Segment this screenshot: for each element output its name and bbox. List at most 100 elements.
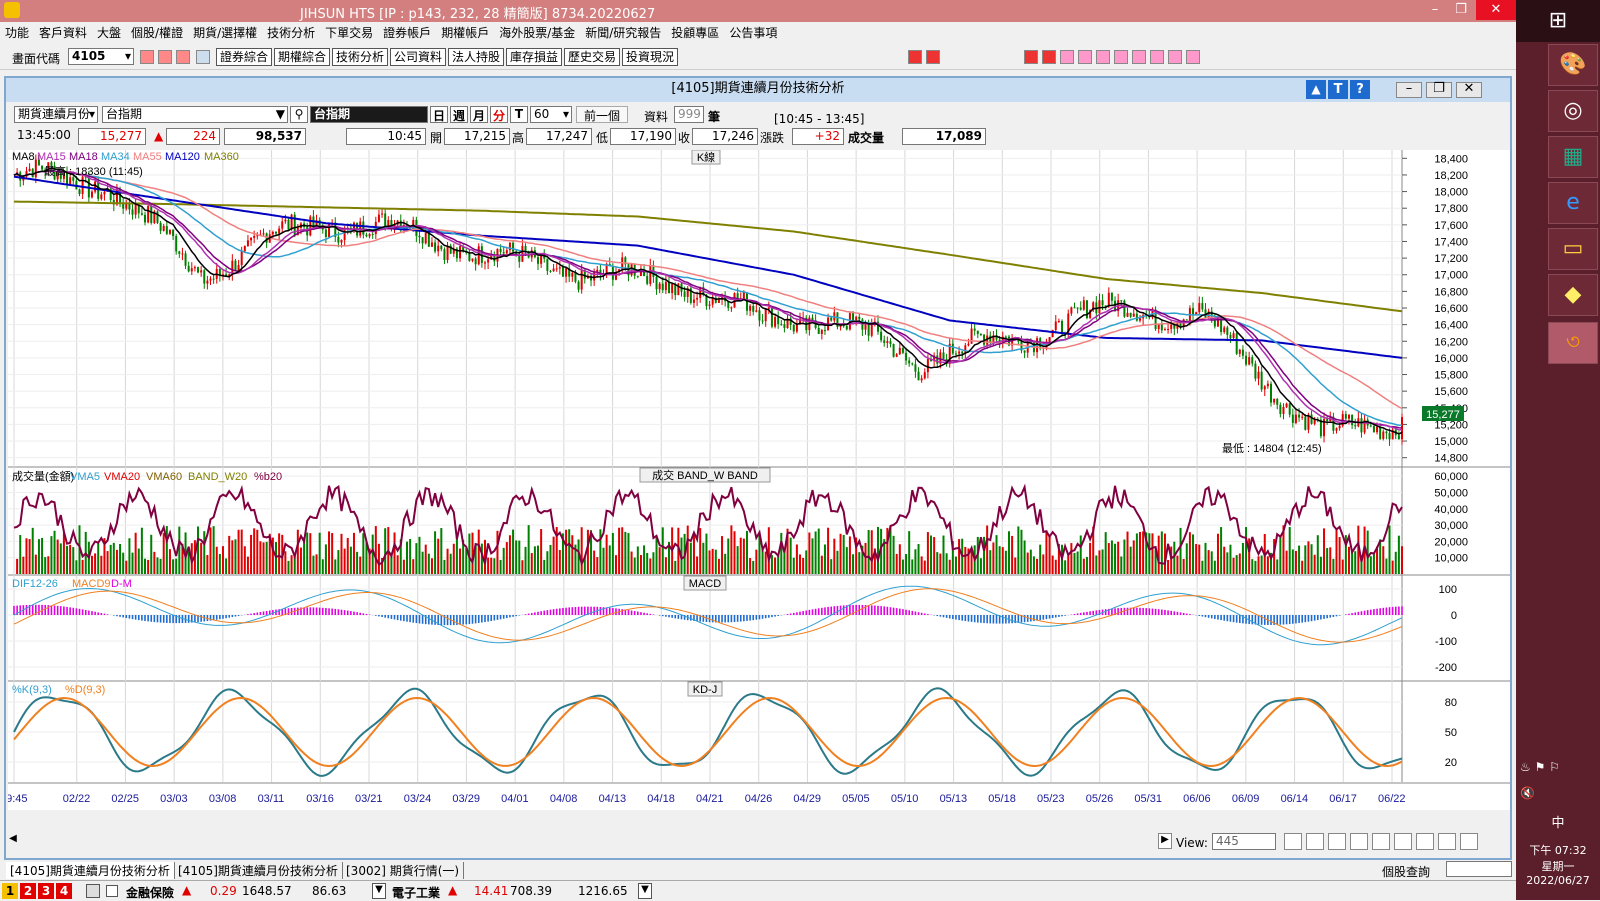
menu-item-7[interactable]: 證券帳戶	[378, 22, 436, 43]
refresh-icon[interactable]	[1350, 833, 1368, 850]
technical-chart[interactable]: 09:4502/2202/2503/0303/0803/1103/1603/21…	[8, 150, 1510, 810]
menu-item-3[interactable]: 個股/權證	[126, 22, 188, 43]
ie-icon[interactable]: e	[1548, 182, 1598, 224]
menu-item-9[interactable]: 海外股票/基金	[494, 22, 580, 43]
settings-icon[interactable]	[1460, 833, 1478, 850]
next-arrow-icon[interactable]	[926, 50, 940, 64]
draw-tool-icon[interactable]	[1060, 50, 1074, 64]
macd-hist-bar	[116, 615, 118, 616]
dropdown-icon[interactable]	[196, 50, 210, 64]
tab-2[interactable]: [3002] 期貨行情(一)	[342, 862, 464, 879]
menu-item-8[interactable]: 期權帳戶	[436, 22, 494, 43]
quick-slot-3[interactable]: 4	[56, 883, 72, 899]
ime-indicator[interactable]: 中	[1516, 812, 1600, 831]
chrome-icon[interactable]: ◎	[1548, 90, 1598, 132]
tab-1[interactable]: [4105]期貨連續月份技術分析	[174, 862, 343, 879]
paint-icon[interactable]: 🎨	[1548, 44, 1598, 86]
notes-icon[interactable]: ◆	[1548, 274, 1598, 316]
period-button-4[interactable]: T	[510, 106, 528, 123]
draw-tool-icon[interactable]	[1096, 50, 1110, 64]
menu-item-5[interactable]: 技術分析	[262, 22, 320, 43]
toolbar-button-3[interactable]: 公司資料	[390, 48, 446, 66]
interval-select[interactable]: 60▾	[530, 106, 572, 123]
minimize-button[interactable]: –	[1422, 0, 1448, 20]
draw-tool-icon[interactable]	[1024, 50, 1038, 64]
window-icon[interactable]	[1416, 833, 1434, 850]
data-count-input[interactable]: 999	[674, 106, 704, 123]
period-button-0[interactable]: 日	[430, 106, 448, 123]
menu-item-11[interactable]: 投顧專區	[666, 22, 724, 43]
stock-query-input[interactable]	[1446, 861, 1512, 877]
checkbox[interactable]	[106, 885, 118, 897]
window-restore-button[interactable]: ❐	[1426, 82, 1452, 98]
period-button-3[interactable]: 分	[490, 106, 508, 123]
tray-icons[interactable]: ♨ ⚑ ⚐	[1520, 760, 1596, 776]
draw-tool-icon[interactable]	[1114, 50, 1128, 64]
window-minimize-button[interactable]: –	[1396, 82, 1422, 98]
menu-item-0[interactable]: 功能	[0, 22, 34, 43]
product-select[interactable]: 期貨連續月份▾	[14, 106, 98, 123]
toolbar-button-1[interactable]: 期權綜合	[274, 48, 330, 66]
prev-arrow-icon[interactable]	[908, 50, 922, 64]
zoom-icon[interactable]	[1284, 833, 1302, 850]
index-input[interactable]: 台指期▼	[102, 106, 288, 123]
close-button[interactable]: ✕	[1476, 0, 1516, 20]
draw-tool-icon[interactable]	[1042, 50, 1056, 64]
draw-tool-icon[interactable]	[1186, 50, 1200, 64]
search-icon[interactable]	[1328, 833, 1346, 850]
toolbar-button-4[interactable]: 法人持股	[448, 48, 504, 66]
folder-icon[interactable]	[158, 50, 172, 64]
up-triangle-icon[interactable]: ▲	[1306, 80, 1326, 99]
search-icon[interactable]	[140, 50, 154, 64]
draw-tool-icon[interactable]	[1150, 50, 1164, 64]
kd-legend-0: %K(9,3)	[12, 684, 52, 696]
magnifier-icon[interactable]: ⚲	[290, 106, 308, 123]
candle-body	[1295, 415, 1297, 423]
menu-item-10[interactable]: 新聞/研究報告	[580, 22, 666, 43]
menu-item-2[interactable]: 大盤	[92, 22, 126, 43]
text-tool-icon[interactable]: T	[1328, 80, 1348, 99]
scroll-left-icon[interactable]: ◀	[8, 833, 18, 849]
toolbar-button-7[interactable]: 投資現況	[622, 48, 678, 66]
quick-slot-1[interactable]: 2	[20, 883, 36, 899]
code-input[interactable]: 4105▾	[68, 48, 134, 65]
toolbar-button-6[interactable]: 歷史交易	[564, 48, 620, 66]
volume-icon[interactable]: 🔇	[1520, 786, 1540, 800]
explorer-icon[interactable]: ▭	[1548, 228, 1598, 270]
quick-slot-0[interactable]: 1	[2, 883, 18, 899]
grid-icon[interactable]	[1372, 833, 1390, 850]
copy-icon[interactable]	[1394, 833, 1412, 850]
pan-icon[interactable]	[1306, 833, 1324, 850]
menu-item-12[interactable]: 公告事項	[724, 22, 782, 43]
menu-item-4[interactable]: 期貨/選擇權	[188, 22, 262, 43]
windows-start-icon[interactable]: ⊞	[1516, 0, 1600, 42]
toolbar-button-2[interactable]: 技術分析	[332, 48, 388, 66]
draw-tool-icon[interactable]	[1168, 50, 1182, 64]
pen-icon[interactable]	[1438, 833, 1456, 850]
prev-button[interactable]: 前一個	[576, 106, 628, 123]
chevron-down-icon[interactable]: ▼	[638, 883, 652, 899]
chevron-down-icon[interactable]: ▼	[372, 883, 386, 899]
macd-hist-bar	[331, 609, 333, 615]
period-button-1[interactable]: 週	[450, 106, 468, 123]
volume-bar	[1167, 560, 1169, 574]
print-icon[interactable]	[176, 50, 190, 64]
toolbar-button-0[interactable]: 證券綜合	[216, 48, 272, 66]
quick-slot-2[interactable]: 3	[38, 883, 54, 899]
tab-0[interactable]: [4105]期貨連續月份技術分析	[6, 862, 175, 879]
help-icon[interactable]: ?	[1350, 80, 1370, 99]
clock-time[interactable]: 下午 07:32	[1516, 842, 1600, 858]
window-close-button[interactable]: ✕	[1456, 82, 1482, 98]
restore-button[interactable]: ❐	[1448, 0, 1474, 20]
view-input[interactable]: 445	[1212, 833, 1276, 850]
jihsun-icon[interactable]: ৩	[1548, 322, 1598, 364]
draw-tool-icon[interactable]	[1132, 50, 1146, 64]
excel-icon[interactable]: ▦	[1548, 136, 1598, 178]
menu-item-1[interactable]: 客戶資料	[34, 22, 92, 43]
menu-item-6[interactable]: 下單交易	[320, 22, 378, 43]
period-button-2[interactable]: 月	[470, 106, 488, 123]
toolbar-button-5[interactable]: 庫存損益	[506, 48, 562, 66]
draw-tool-icon[interactable]	[1078, 50, 1092, 64]
scroll-right-icon[interactable]: ▶	[1158, 833, 1172, 849]
lock-icon[interactable]	[86, 884, 100, 898]
